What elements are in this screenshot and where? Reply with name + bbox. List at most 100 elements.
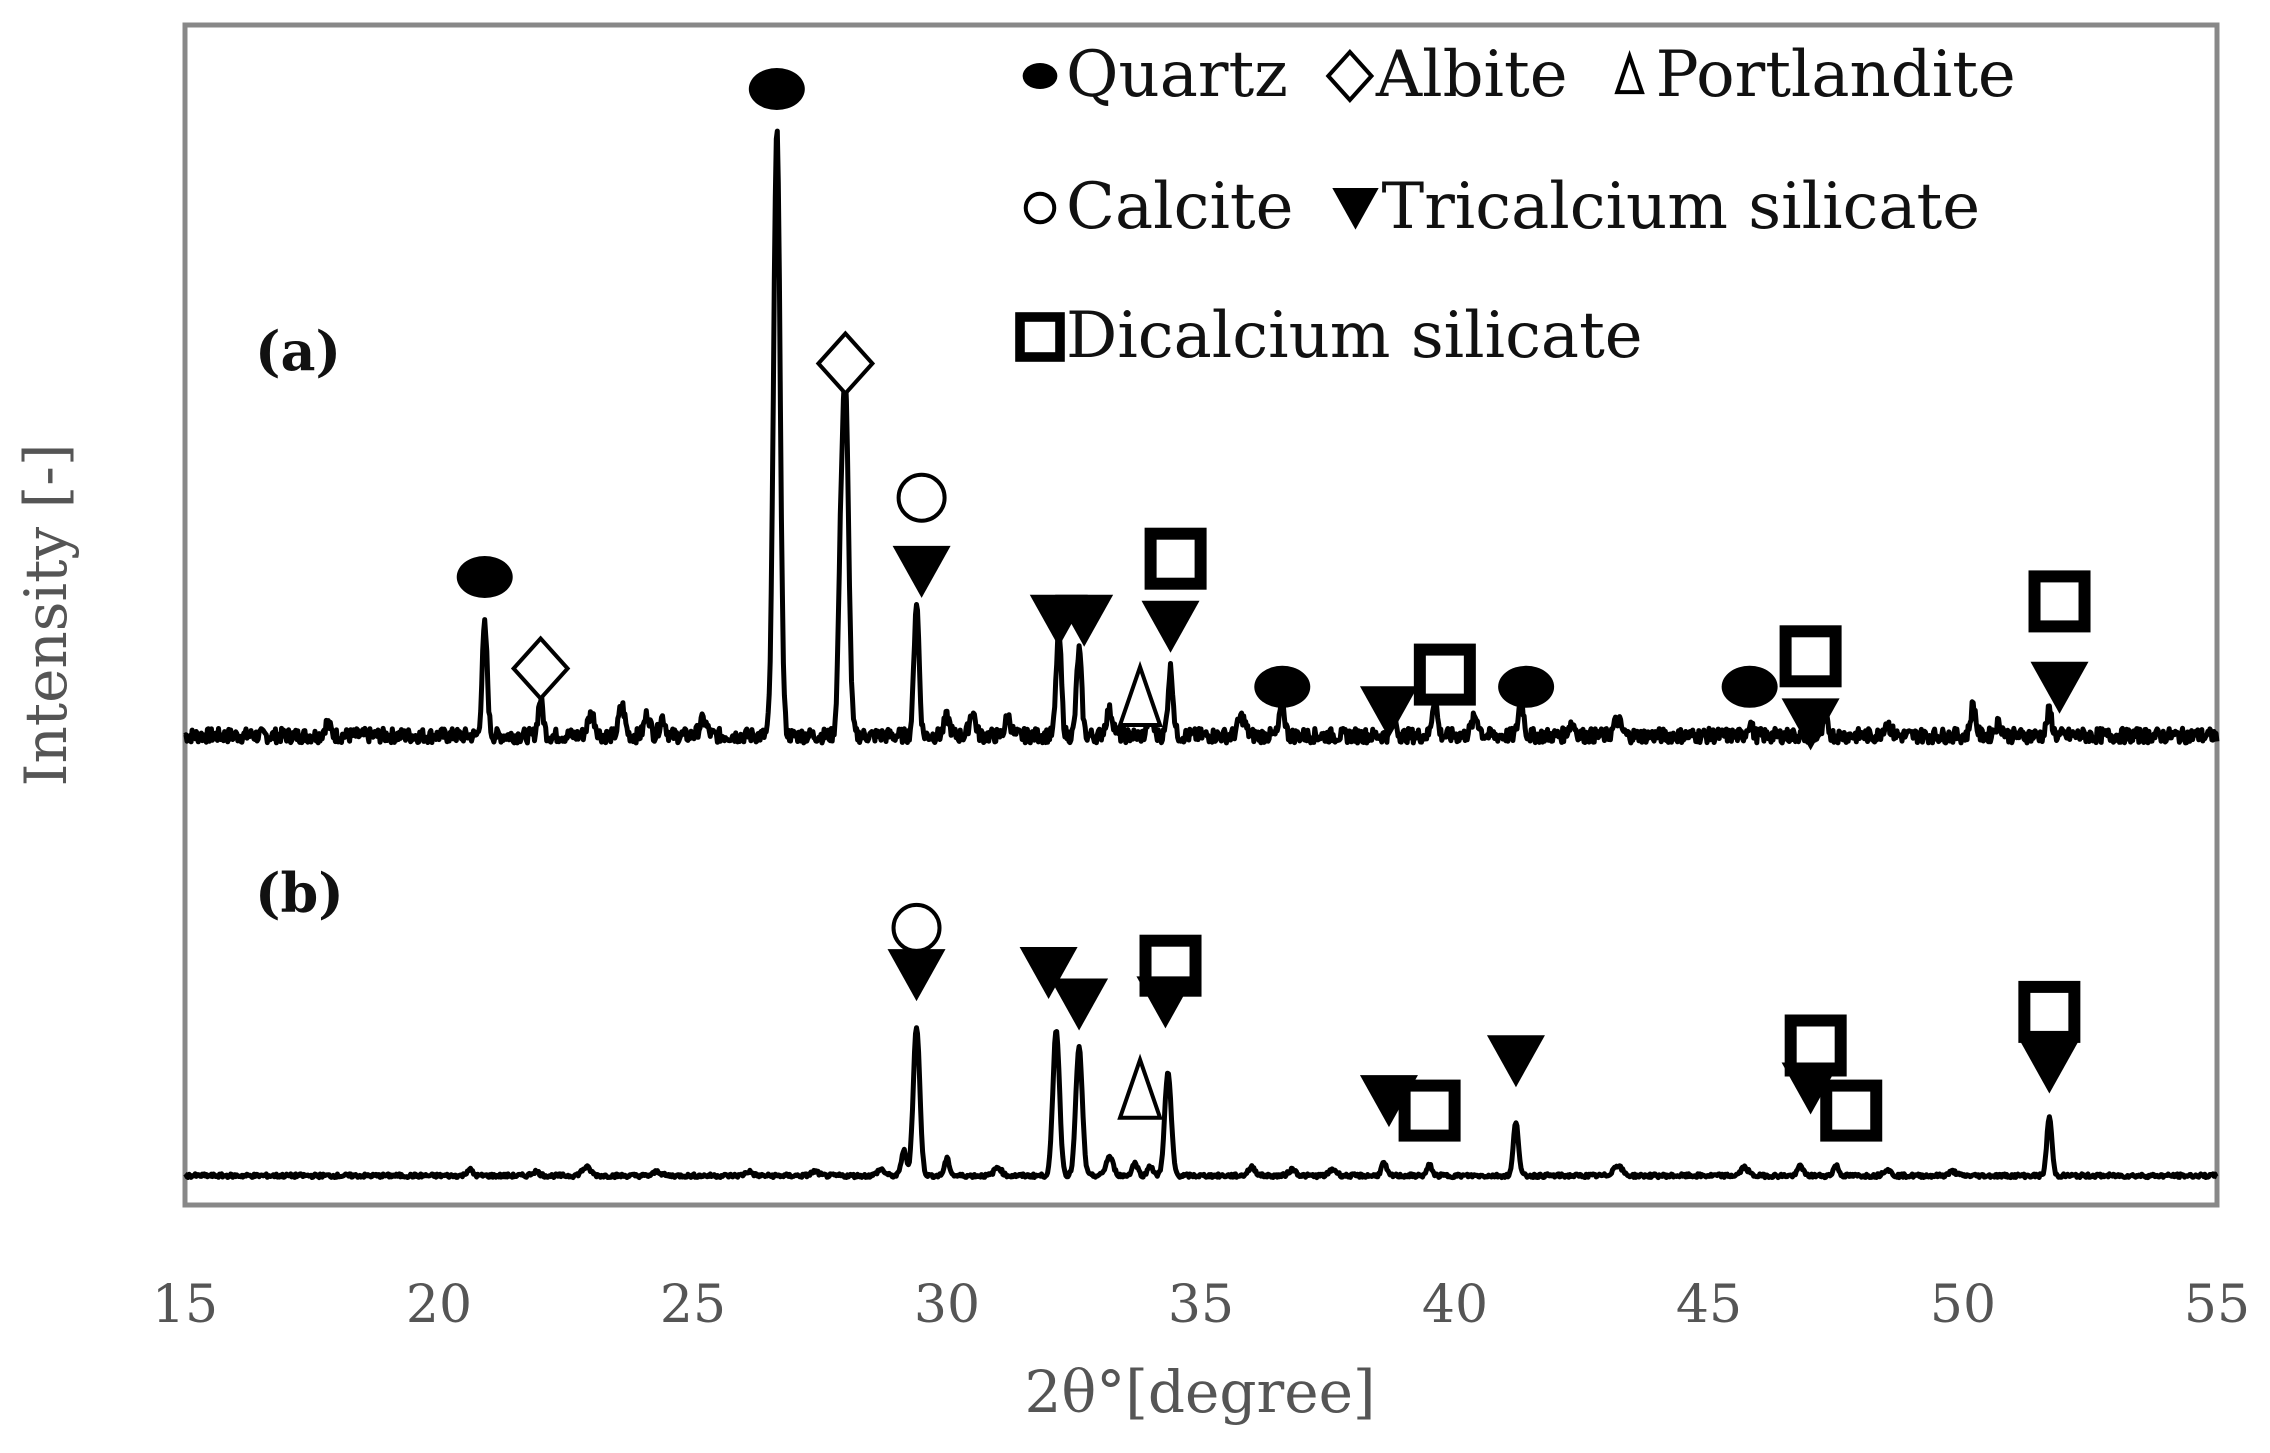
filled-circle-icon <box>1721 665 1778 708</box>
traces <box>183 128 2220 1181</box>
legend: Quartz Albite Portlandite Calcite Tricalcium… <box>1015 38 2016 373</box>
open-square-icon <box>2018 980 2081 1043</box>
open-triangle-icon <box>1614 50 1645 95</box>
filled-triangle-down-marker <box>1781 1062 1840 1115</box>
filled-circle-marker <box>1721 665 1778 708</box>
filled-triangle-down-icon <box>887 949 946 1002</box>
filled-circle-marker <box>1254 665 1311 708</box>
filled-triangle-down-marker <box>2020 1041 2079 1094</box>
open-square-marker <box>2018 980 2081 1043</box>
y-axis-title: Intensity [-] <box>12 444 80 787</box>
phase-markers <box>456 68 2091 1142</box>
plot-frame <box>182 22 2220 1208</box>
open-square-icon <box>1398 1079 1461 1142</box>
filled-circle-icon <box>1254 665 1311 708</box>
panel-label-b: (b) <box>255 861 344 925</box>
x-tick-label: 45 <box>1676 1275 1742 1335</box>
x-tick-label: 35 <box>1168 1275 1234 1335</box>
open-circle-marker <box>1023 191 1057 225</box>
open-square-marker <box>1820 1079 1883 1142</box>
open-square-icon <box>1144 527 1207 590</box>
open-square-icon <box>1015 312 1065 362</box>
panel-label-a: (a) <box>255 319 341 383</box>
open-triangle-marker <box>1614 50 1645 95</box>
open-square-marker <box>1779 625 1842 688</box>
filled-triangle-down-marker <box>1781 698 1840 751</box>
filled-circle-marker <box>748 68 805 110</box>
filled-triangle-down-marker <box>887 949 946 1002</box>
x-tick-label: 20 <box>406 1275 472 1335</box>
open-square-icon <box>2028 570 2091 633</box>
filled-triangle-down-icon <box>1055 594 1114 647</box>
open-circle-icon <box>1023 191 1057 225</box>
filled-triangle-down-icon <box>1050 978 1109 1031</box>
filled-circle-icon <box>456 556 513 598</box>
open-circle-marker <box>896 472 947 523</box>
legend-label: Dicalcium silicate <box>1066 299 1643 373</box>
open-square-marker <box>2028 570 2091 633</box>
legend-label: Calcite <box>1066 170 1294 244</box>
open-triangle-icon <box>1117 1053 1163 1120</box>
filled-triangle-down-icon <box>2020 1041 2079 1094</box>
x-tick-label: 25 <box>660 1275 726 1335</box>
filled-triangle-down-marker <box>1359 686 1418 739</box>
open-circle-icon <box>896 472 947 523</box>
open-square-marker <box>1413 643 1476 706</box>
filled-triangle-down-marker <box>1332 188 1379 230</box>
open-triangle-marker <box>1117 660 1163 727</box>
open-diamond-marker <box>815 330 876 397</box>
legend-label: Portlandite <box>1656 38 2016 112</box>
open-circle-icon <box>891 902 942 953</box>
open-diamond-icon <box>510 635 571 702</box>
filled-triangle-down-icon <box>1136 976 1195 1029</box>
filled-triangle-down-marker <box>1486 1035 1545 1088</box>
open-triangle-marker <box>1117 1053 1163 1120</box>
filled-triangle-down-marker <box>1136 976 1195 1029</box>
filled-triangle-down-marker <box>1141 600 1200 653</box>
open-diamond-icon <box>1325 49 1375 103</box>
filled-circle-marker <box>1498 665 1555 708</box>
panel-labels: (a) (b) <box>255 319 344 925</box>
open-circle-marker <box>891 902 942 953</box>
x-tick-label: 15 <box>152 1275 218 1335</box>
filled-triangle-down-icon <box>1141 600 1200 653</box>
open-square-marker <box>1398 1079 1461 1142</box>
open-triangle-icon <box>1117 660 1163 727</box>
open-square-icon <box>1820 1079 1883 1142</box>
filled-triangle-down-icon <box>1781 698 1840 751</box>
filled-triangle-down-icon <box>1332 188 1379 230</box>
filled-circle-icon <box>1022 62 1058 90</box>
filled-triangle-down-icon <box>2030 661 2089 714</box>
filled-circle-icon <box>1498 665 1555 708</box>
open-diamond-icon <box>815 330 876 397</box>
filled-triangle-down-marker <box>1019 947 1078 999</box>
xrd-trace-a <box>183 128 2220 746</box>
x-tick-label: 55 <box>2184 1275 2250 1335</box>
filled-triangle-down-icon <box>1781 1062 1840 1115</box>
legend-label: Quartz <box>1066 38 1288 112</box>
x-tick-label: 40 <box>1422 1275 1488 1335</box>
x-axis-ticks: 15 20 25 30 35 40 45 50 55 <box>152 1275 2250 1335</box>
filled-circle-icon <box>748 68 805 110</box>
filled-triangle-down-icon <box>1486 1035 1545 1088</box>
open-square-icon <box>1779 625 1842 688</box>
filled-triangle-down-icon <box>1359 686 1418 739</box>
x-axis-title: 2θ°[degree] <box>1024 1358 1375 1426</box>
legend-label: Albite <box>1375 38 1568 112</box>
open-diamond-marker <box>1325 49 1375 103</box>
open-diamond-marker <box>510 635 571 702</box>
open-square-icon <box>1413 643 1476 706</box>
filled-triangle-down-marker <box>892 545 951 598</box>
x-tick-label: 50 <box>1930 1275 1996 1335</box>
xrd-trace-b <box>183 1025 2219 1181</box>
open-square-marker <box>1015 312 1065 362</box>
open-square-marker <box>1144 527 1207 590</box>
filled-circle-marker <box>456 556 513 598</box>
filled-triangle-down-marker <box>2030 661 2089 714</box>
x-tick-label: 30 <box>914 1275 980 1335</box>
filled-triangle-down-icon <box>892 545 951 598</box>
filled-triangle-down-icon <box>1019 947 1078 999</box>
legend-label: Tricalcium silicate <box>1382 170 1981 244</box>
